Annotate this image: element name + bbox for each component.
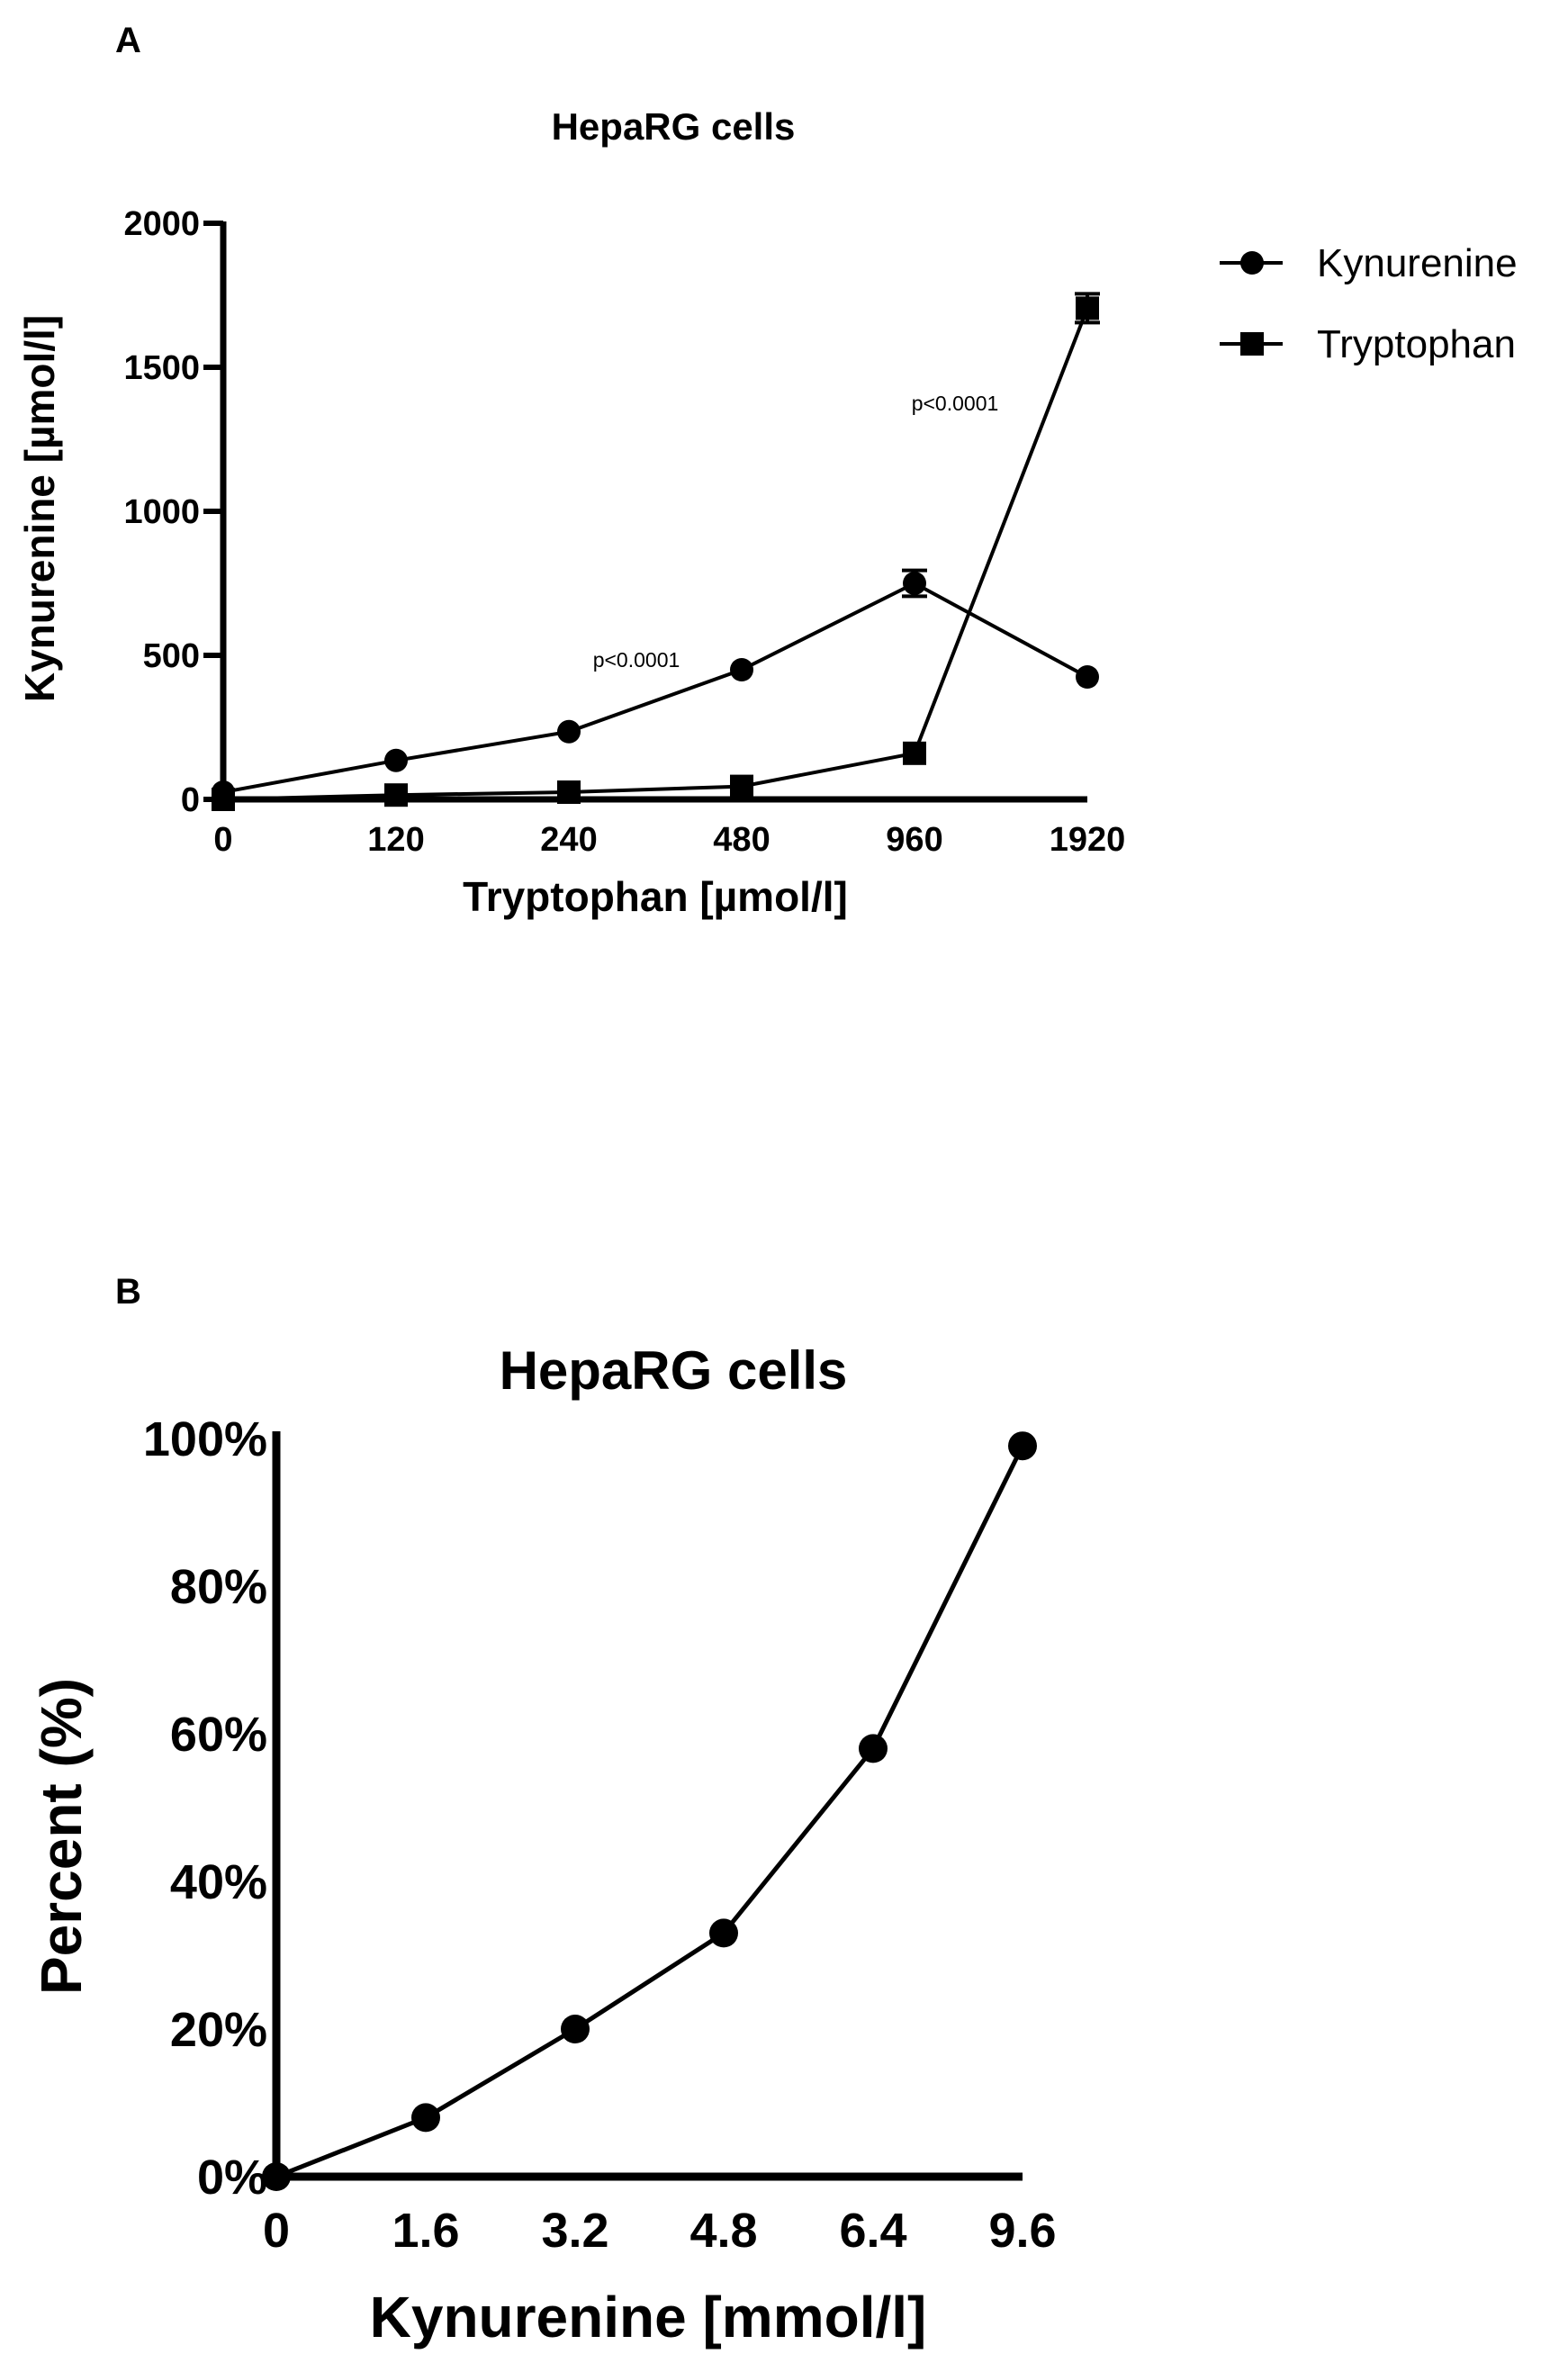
chart-b-x-tick-label: 1.6 (392, 2204, 459, 2258)
series-tryptophan-point (557, 780, 581, 804)
series-percent-point (1008, 1431, 1037, 1461)
series-percent-point (561, 2015, 590, 2043)
chart-b-x-tick-label: 0 (263, 2204, 290, 2258)
series-tryptophan-line (222, 307, 1089, 801)
series-kynurenine-point (730, 658, 753, 681)
series-kynurenine-line (222, 581, 1088, 794)
legend-tryptophan-marker (1240, 332, 1264, 356)
chart-b-y-tick-label: 60% (170, 1708, 267, 1762)
chart-b-x-tick-label: 6.4 (839, 2204, 906, 2258)
chart-a-x-tick-label: 1920 (1050, 821, 1126, 859)
series-kynurenine-point (557, 719, 581, 744)
chart-a-x-tick-label: 240 (540, 821, 597, 859)
series-percent-line (275, 1445, 1025, 2179)
legend-tryptophan-label: Tryptophan (1317, 322, 1516, 366)
chart-b-x-tick-label: 9.6 (988, 2204, 1056, 2258)
chart-a-x-tick-label: 960 (886, 821, 942, 859)
series-kynurenine-point (903, 572, 926, 595)
series-percent-point (709, 1918, 738, 1948)
chart-b-y-tick-label: 20% (170, 2003, 267, 2057)
chart-a-y-axis-label: Kynurenine [µmol/l] (16, 315, 63, 702)
chart-b-x-axis-label: Kynurenine [mmol/l] (370, 2285, 927, 2349)
series-tryptophan-point (384, 783, 408, 807)
chart-a-x-tick-label: 480 (713, 821, 770, 859)
chart-a-title: HepaRG cells (552, 105, 796, 148)
chart-a-x-axis-label: Tryptophan [µmol/l] (463, 873, 848, 920)
chart-a-y-tick-label: 1500 (123, 349, 200, 387)
chart-a-y-tick-label: 0 (181, 781, 200, 819)
chart-b-y-tick-label: 40% (170, 1855, 267, 1909)
chart-a-y-tick-label: 1000 (123, 493, 200, 531)
series-tryptophan-point (730, 774, 753, 798)
chart-b-title: HepaRG cells (500, 1340, 848, 1401)
series-tryptophan-point (212, 788, 235, 811)
chart-a-y-tick-label: 500 (143, 637, 200, 675)
series-percent-point (859, 1734, 888, 1763)
panel-a-letter: A (115, 21, 141, 60)
chart-b-x-tick-label: 4.8 (689, 2204, 757, 2258)
series-kynurenine-point (384, 748, 408, 772)
chart-b-x-tick-label: 3.2 (541, 2204, 608, 2258)
chart-b-y-tick-label: 100% (143, 1412, 267, 1466)
series-percent-point (411, 2103, 440, 2133)
series-tryptophan-point (1076, 296, 1099, 320)
panel-b-letter: B (115, 1272, 141, 1312)
chart-b-y-tick-label: 0% (197, 2151, 267, 2205)
chart-b-y-tick-label: 80% (170, 1560, 267, 1614)
chart-b-y-axis-label: Percent (%) (29, 1678, 94, 1995)
chart-a-x-tick-label: 0 (213, 821, 232, 859)
chart-a-x-tick-label: 120 (367, 821, 424, 859)
chart-a: 0 500 1000 1500 2000 0 120 240 480 960 1920 p<0.000… (123, 205, 1517, 859)
chart-a-annotation: p<0.0001 (912, 392, 999, 415)
legend-kynurenine-marker (1240, 251, 1264, 275)
legend-kynurenine-label: Kynurenine (1317, 241, 1518, 285)
series-tryptophan-point (903, 741, 926, 765)
series-kynurenine-point (1076, 665, 1099, 689)
chart-a-annotation: p<0.0001 (593, 648, 680, 672)
series-percent-point (262, 2162, 291, 2191)
chart-a-y-tick-label: 2000 (123, 205, 200, 243)
chart-b: 0% 20% 40% 60% 80% 100% 0 1.6 3.2 4.8 6.4 9.6 (143, 1412, 1057, 2258)
